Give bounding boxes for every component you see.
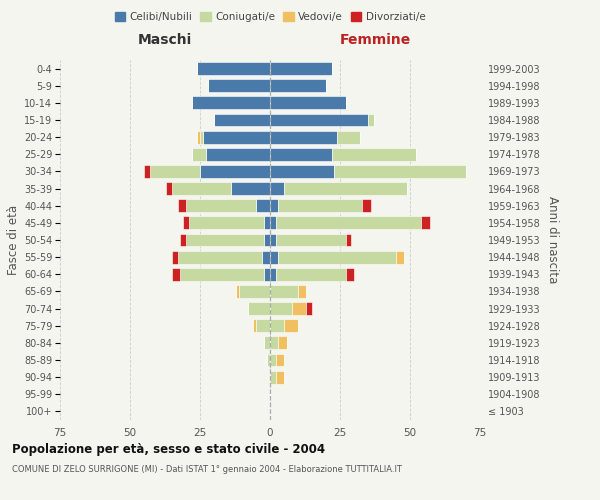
Bar (178, 200, 186, 212)
Bar (200, 165, 270, 178)
Bar (262, 250, 270, 264)
Bar (270, 182, 284, 195)
Bar (270, 250, 278, 264)
Legend: Celibi/Nubili, Coniugati/e, Vedovi/e, Divorziati/e: Celibi/Nubili, Coniugati/e, Vedovi/e, Di… (110, 8, 430, 26)
Bar (172, 182, 231, 195)
Bar (332, 148, 416, 160)
Bar (183, 216, 189, 230)
Bar (275, 216, 421, 230)
Bar (265, 216, 270, 230)
Bar (275, 234, 346, 246)
Bar (186, 200, 256, 212)
Bar (278, 336, 287, 349)
Bar (186, 234, 265, 246)
Bar (270, 234, 275, 246)
Bar (270, 165, 334, 178)
Bar (236, 285, 239, 298)
Bar (278, 250, 396, 264)
Bar (214, 114, 270, 126)
Bar (208, 80, 270, 92)
Bar (346, 268, 354, 280)
Bar (270, 336, 278, 349)
Bar (270, 302, 292, 315)
Bar (256, 200, 270, 212)
Bar (284, 320, 298, 332)
Bar (270, 268, 275, 280)
Bar (270, 200, 278, 212)
Bar (298, 285, 307, 298)
Bar (265, 336, 270, 349)
Bar (270, 354, 275, 366)
Bar (270, 370, 275, 384)
Bar (200, 130, 203, 143)
Bar (239, 285, 270, 298)
Bar (421, 216, 430, 230)
Bar (191, 96, 270, 110)
Bar (178, 250, 262, 264)
Bar (270, 96, 346, 110)
Bar (256, 320, 270, 332)
Bar (368, 114, 374, 126)
Bar (337, 130, 359, 143)
Bar (253, 320, 256, 332)
Bar (197, 130, 200, 143)
Y-axis label: Anni di nascita: Anni di nascita (546, 196, 559, 284)
Bar (270, 320, 284, 332)
Bar (265, 234, 270, 246)
Bar (346, 234, 351, 246)
Bar (362, 200, 371, 212)
Bar (270, 148, 332, 160)
Bar (278, 200, 362, 212)
Bar (149, 165, 200, 178)
Bar (334, 165, 466, 178)
Bar (270, 130, 337, 143)
Bar (248, 302, 270, 315)
Bar (275, 268, 346, 280)
Bar (267, 354, 270, 366)
Bar (191, 148, 206, 160)
Text: Maschi: Maschi (138, 34, 192, 48)
Text: COMUNE DI ZELO SURRIGONE (MI) - Dati ISTAT 1° gennaio 2004 - Elaborazione TUTTIT: COMUNE DI ZELO SURRIGONE (MI) - Dati IST… (12, 465, 402, 474)
Text: Popolazione per età, sesso e stato civile - 2004: Popolazione per età, sesso e stato civil… (12, 442, 325, 456)
Bar (203, 130, 270, 143)
Bar (206, 148, 270, 160)
Bar (197, 62, 270, 75)
Bar (270, 80, 326, 92)
Bar (292, 302, 307, 315)
Bar (270, 62, 332, 75)
Text: Femmine: Femmine (340, 34, 410, 48)
Y-axis label: Fasce di età: Fasce di età (7, 205, 20, 275)
Bar (270, 285, 298, 298)
Bar (275, 354, 284, 366)
Bar (275, 370, 284, 384)
Bar (172, 250, 178, 264)
Bar (172, 268, 181, 280)
Bar (181, 268, 265, 280)
Bar (396, 250, 404, 264)
Bar (270, 114, 368, 126)
Bar (189, 216, 265, 230)
Bar (284, 182, 407, 195)
Bar (231, 182, 270, 195)
Bar (144, 165, 149, 178)
Bar (265, 268, 270, 280)
Bar (181, 234, 186, 246)
Bar (270, 216, 275, 230)
Bar (307, 302, 312, 315)
Bar (166, 182, 172, 195)
